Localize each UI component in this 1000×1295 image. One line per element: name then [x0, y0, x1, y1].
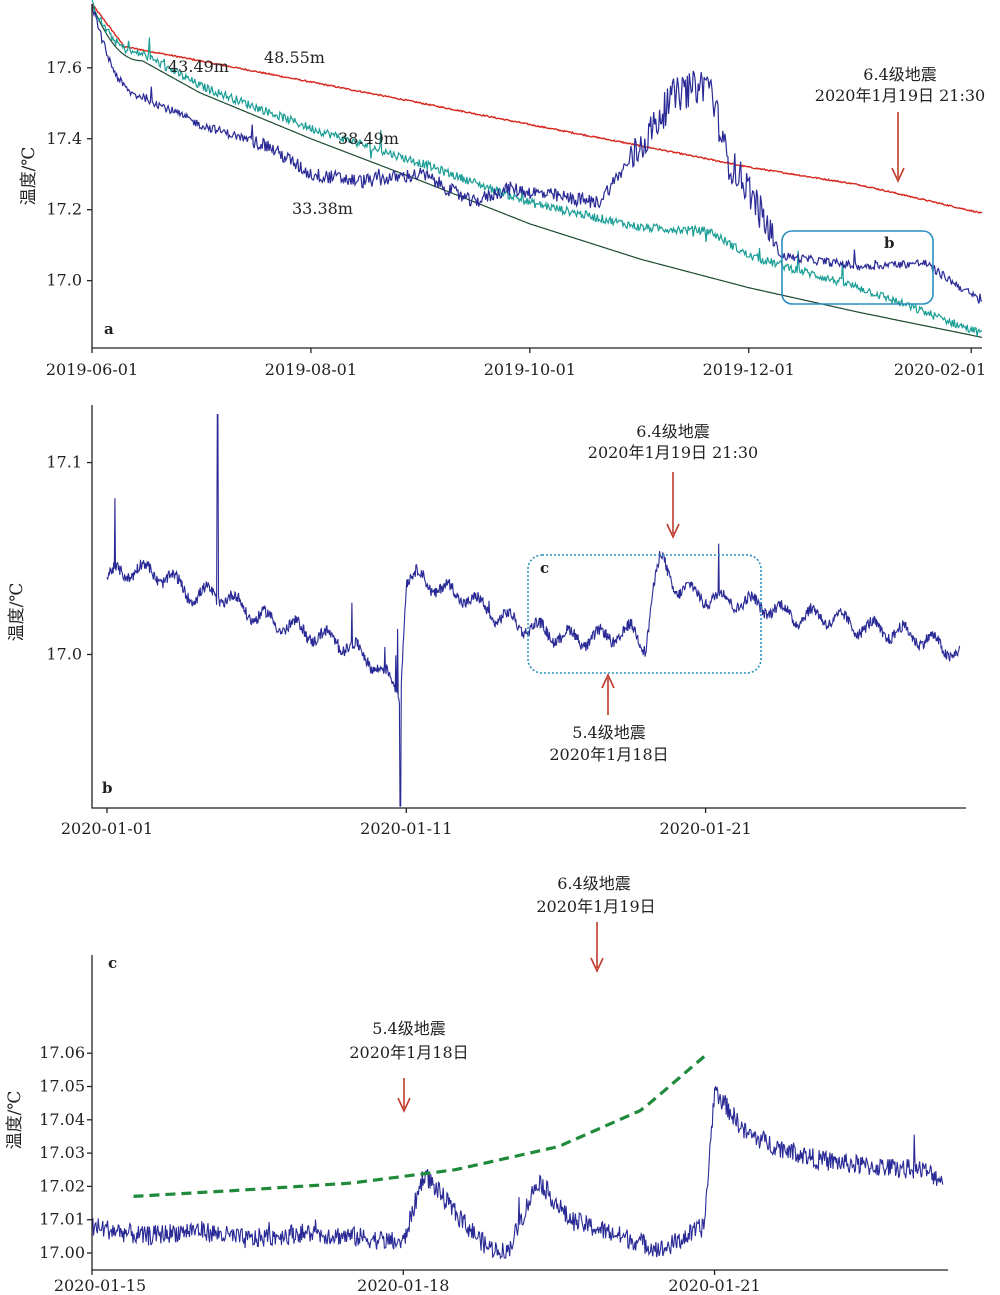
- panel-a: 温度/℃ a 2019-06-01 2019-08-01 2019-10-01 201…: [19, 0, 986, 379]
- panel-c-y-tick-label: 17.03: [39, 1143, 85, 1162]
- panel-b-quake64-arrow: [666, 472, 680, 539]
- panel-a-y-tick-label: 17.4: [46, 129, 82, 148]
- panel-b-y-tick-label: 17.0: [46, 644, 82, 663]
- panel-c-y-tick-label: 17.02: [39, 1176, 85, 1195]
- series-line-33-38m: [91, 5, 983, 304]
- panel-a-label: a: [104, 320, 114, 338]
- panel-c-quake54-title: 5.4级地震: [372, 1019, 445, 1038]
- panel-c: 温度/℃ c 2020-01-15 2020-01-18 2020-01-21 17.…: [5, 874, 948, 1295]
- panel-b-quake64-date: 2020年1月19日 21:30: [588, 443, 758, 462]
- panel-b-axes: [91, 405, 966, 809]
- series-line-48-55m: [91, 3, 982, 214]
- panel-c-quake54-date: 2020年1月18日: [349, 1043, 468, 1062]
- series-label-48m: 48.55m: [264, 48, 325, 67]
- panel-c-x-tick-label: 2020-01-18: [357, 1276, 449, 1295]
- panel-c-y-tick-label: 17.00: [39, 1243, 85, 1262]
- series-label-38m: 38.49m: [338, 129, 399, 148]
- panel-b-quake54-arrow: [601, 673, 615, 715]
- panel-a-axes: [91, 4, 982, 349]
- panel-a-x-tick-label: 2019-08-01: [265, 360, 357, 379]
- panel-b-x-tick-label: 2020-01-01: [61, 819, 153, 838]
- panel-a-ticks: 2019-06-01 2019-08-01 2019-10-01 2019-12-01…: [46, 58, 986, 379]
- series-label-33m: 33.38m: [292, 199, 353, 218]
- panel-c-x-tick-label: 2020-01-15: [54, 1276, 146, 1295]
- panel-b-x-tick-label: 2020-01-21: [659, 819, 751, 838]
- panel-c-x-tick-label: 2020-01-21: [668, 1276, 760, 1295]
- panel-c-series-line: [91, 1085, 944, 1260]
- panel-a-x-tick-label: 2020-02-01: [894, 360, 986, 379]
- series-line-43-49m: [91, 0, 983, 337]
- panel-a-y-tick-label: 17.0: [46, 271, 82, 290]
- panel-a-y-tick-label: 17.2: [46, 200, 82, 219]
- panel-b-y-tick-label: 17.1: [46, 453, 82, 472]
- panel-c-y-tick-label: 17.04: [39, 1110, 85, 1129]
- panel-c-y-tick-label: 17.01: [39, 1210, 85, 1229]
- panel-c-quake64-title: 6.4级地震: [557, 874, 630, 893]
- panel-a-quake-arrow: [891, 112, 905, 183]
- series-line-38-49m: [91, 3, 983, 338]
- panel-a-x-tick-label: 2019-10-01: [484, 360, 576, 379]
- panel-b-series-line: [106, 414, 961, 807]
- panel-b-plot-area: [106, 414, 961, 807]
- panel-b: 温度/℃ b 2020-01-01 2020-01-11 2020-01-21 17.…: [7, 405, 966, 838]
- panel-a-x-tick-label: 2019-06-01: [46, 360, 138, 379]
- zoom-box-b: [781, 230, 934, 305]
- panel-b-ylabel: 温度/℃: [7, 583, 27, 642]
- zoom-box-b-label: b: [884, 234, 895, 252]
- series-label-43m: 43.49m: [168, 57, 229, 76]
- panel-a-plot-area: [91, 0, 983, 338]
- panel-a-y-tick-label: 17.6: [46, 58, 82, 77]
- panel-c-quake54-arrow: [397, 1078, 411, 1113]
- panel-a-quake-title: 6.4级地震: [863, 65, 936, 84]
- panel-b-ticks: 2020-01-01 2020-01-11 2020-01-21 17.0 17.1: [46, 453, 751, 838]
- panel-c-y-tick-label: 17.06: [39, 1043, 85, 1062]
- panel-c-trend-curve: [133, 1055, 706, 1198]
- panel-a-x-tick-label: 2019-12-01: [703, 360, 795, 379]
- panel-b-quake54-title: 5.4级地震: [572, 723, 645, 742]
- panel-b-x-tick-label: 2020-01-11: [360, 819, 452, 838]
- panel-c-label: c: [108, 954, 117, 972]
- panel-c-ylabel: 温度/℃: [5, 1091, 25, 1150]
- zoom-box-c: [527, 554, 762, 674]
- panel-c-ticks: 2020-01-15 2020-01-18 2020-01-21 17.00 17.01…: [39, 1043, 760, 1295]
- zoom-box-c-label: c: [540, 559, 549, 577]
- panel-c-plot-area: [91, 1055, 944, 1260]
- panel-c-quake64-arrow: [590, 922, 604, 973]
- panel-b-label: b: [102, 779, 113, 797]
- panel-b-quake54-date: 2020年1月18日: [549, 745, 668, 764]
- panel-b-quake64-title: 6.4级地震: [636, 422, 709, 441]
- panel-c-quake64-date: 2020年1月19日: [536, 897, 655, 916]
- panel-a-quake-date: 2020年1月19日 21:30: [815, 86, 985, 105]
- panel-c-y-tick-label: 17.05: [39, 1077, 85, 1096]
- panel-a-ylabel: 温度/℃: [19, 147, 39, 206]
